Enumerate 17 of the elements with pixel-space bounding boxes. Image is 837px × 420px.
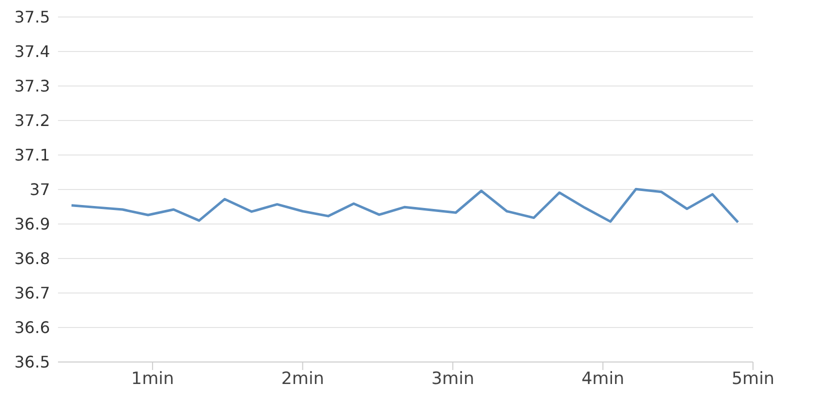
x-tick-label: 2min <box>281 369 324 390</box>
y-tick-label: 37.2 <box>14 111 50 130</box>
y-tick-label: 37.1 <box>14 146 50 165</box>
y-tick-label: 36.6 <box>14 318 50 338</box>
y-tick-label: 37.4 <box>14 42 50 62</box>
x-tick-label: 1min <box>131 369 174 390</box>
x-tick-label: 3min <box>431 369 474 390</box>
x-tick-label: 4min <box>581 369 624 390</box>
y-tick-label: 36.7 <box>14 284 50 303</box>
y-tick-label: 37.5 <box>14 8 50 27</box>
y-tick-label: 36.9 <box>14 214 50 234</box>
y-tick-label: 36.8 <box>14 249 50 268</box>
x-tick-label: 5min <box>732 369 774 390</box>
line-series <box>70 188 740 224</box>
y-tick-label: 37 <box>30 180 50 200</box>
y-tick-label: 37.3 <box>14 76 50 96</box>
y-tick-label: 36.5 <box>14 352 50 372</box>
